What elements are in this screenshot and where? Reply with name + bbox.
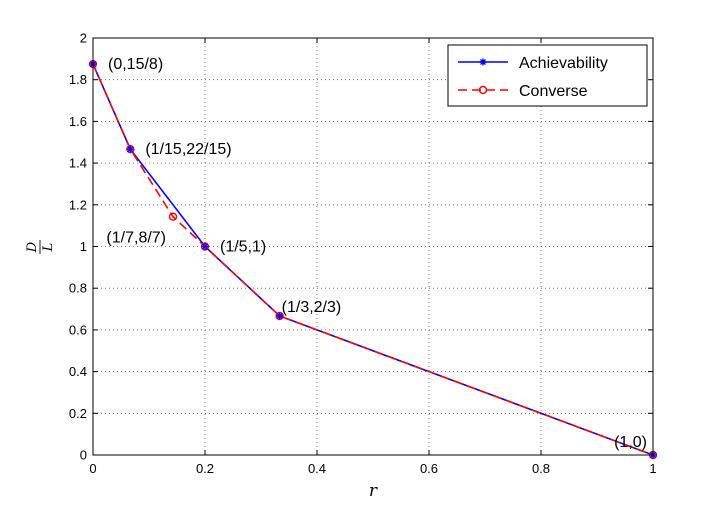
point-annotations: (0,15/8) (1/15,22/15) (1/7,8/7) (1/5,1) (1/3… xyxy=(106,56,647,451)
plot-frame xyxy=(92,37,654,456)
x-tick-label: 0.8 xyxy=(532,461,550,476)
achievability-marker xyxy=(201,243,209,250)
y-axis-label-denominator: L xyxy=(41,243,56,253)
legend: Achievability Converse xyxy=(447,44,648,107)
asterisk-stroke xyxy=(127,146,134,153)
x-tick-label: 0 xyxy=(89,461,96,476)
legend-asterisk xyxy=(479,58,487,66)
x-tick-label: 0.2 xyxy=(196,461,214,476)
y-tick-label: 1.4 xyxy=(69,156,87,171)
y-tick-label: 0.8 xyxy=(69,281,87,296)
achievability-marker xyxy=(276,312,284,320)
point-annotation: (0,15/8) xyxy=(108,56,163,73)
asterisk-stroke xyxy=(202,243,208,250)
x-axis-label: r xyxy=(369,481,378,501)
x-tick-label: 0.4 xyxy=(308,461,326,476)
y-tick-label: 2 xyxy=(80,31,87,46)
legend-achievability-marker xyxy=(479,58,487,66)
y-axis-label: D L xyxy=(25,240,56,254)
y-tick-label: 0.2 xyxy=(69,406,87,421)
asterisk-stroke xyxy=(480,59,486,65)
axis-ticks: 0 0.2 0.4 0.6 0.8 1 0 0.2 0.4 0.6 0.8 1 1.2 1.4 1.6 1.8… xyxy=(69,31,657,477)
y-axis-label-numerator: D xyxy=(25,241,40,253)
y-tick-label: 1 xyxy=(80,239,87,254)
legend-converse-label: Converse xyxy=(519,83,588,100)
y-tick-label: 0.4 xyxy=(69,364,87,379)
point-annotation: (1,0) xyxy=(614,434,647,451)
x-tick-label: 0.6 xyxy=(420,461,438,476)
y-tick-label: 1.2 xyxy=(69,197,87,212)
y-tick-label: 1.6 xyxy=(69,114,87,129)
achievability-marker xyxy=(126,145,134,153)
point-annotation: (1/7,8/7) xyxy=(106,230,166,247)
point-annotation: (1/3,2/3) xyxy=(282,299,342,316)
point-annotation: (1/5,1) xyxy=(220,239,266,256)
y-tick-label: 0.6 xyxy=(69,322,87,337)
point-annotation: (1/15,22/15) xyxy=(145,141,231,158)
y-tick-label: 0 xyxy=(80,448,87,463)
converse-marker xyxy=(168,212,178,221)
asterisk-stroke xyxy=(276,313,283,319)
converse-line xyxy=(92,63,654,456)
y-tick-label: 1.8 xyxy=(69,72,87,87)
legend-box xyxy=(447,44,648,107)
legend-converse-marker xyxy=(478,85,488,95)
legend-achievability-label: Achievability xyxy=(519,55,608,72)
x-tick-label: 1 xyxy=(649,461,656,476)
